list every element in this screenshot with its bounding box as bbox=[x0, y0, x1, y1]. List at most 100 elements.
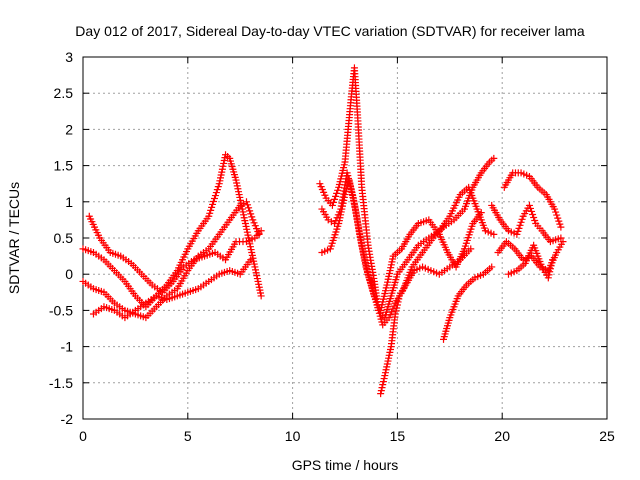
y-tick-label: 1.5 bbox=[54, 158, 74, 174]
data-point bbox=[554, 214, 562, 222]
data-point bbox=[477, 209, 485, 217]
data-point bbox=[211, 192, 219, 200]
data-point bbox=[514, 227, 522, 235]
data-point bbox=[395, 295, 403, 303]
data-point bbox=[379, 381, 387, 389]
data-point bbox=[248, 213, 256, 221]
series-arc-3 bbox=[85, 212, 265, 296]
data-point bbox=[210, 195, 218, 203]
data-point bbox=[513, 230, 521, 238]
data-point bbox=[548, 259, 556, 267]
series-arc-1 bbox=[79, 151, 265, 311]
data-point bbox=[516, 221, 524, 229]
data-point bbox=[328, 201, 336, 209]
y-tick-label: 1 bbox=[65, 194, 73, 210]
series-arc-9 bbox=[440, 263, 496, 343]
data-point bbox=[327, 218, 335, 226]
grid bbox=[83, 57, 607, 419]
data-point bbox=[546, 268, 554, 276]
data-point bbox=[552, 208, 560, 216]
data-point bbox=[257, 227, 265, 235]
data-point bbox=[467, 245, 475, 253]
data-point bbox=[210, 197, 218, 205]
data-point bbox=[393, 301, 401, 309]
y-tick-label: 2 bbox=[65, 121, 73, 137]
data-point bbox=[547, 262, 555, 270]
data-point bbox=[555, 217, 563, 225]
data-point bbox=[490, 154, 498, 162]
data-point bbox=[544, 274, 552, 282]
data-point bbox=[557, 234, 565, 242]
data-point bbox=[379, 378, 387, 386]
x-tick-label: 0 bbox=[79, 428, 87, 444]
series-arc-11 bbox=[500, 169, 565, 231]
data-point bbox=[205, 212, 213, 220]
series-arc-7 bbox=[318, 176, 485, 314]
data-point bbox=[246, 207, 254, 215]
data-point bbox=[490, 230, 498, 238]
x-tick-label: 10 bbox=[285, 428, 301, 444]
data-point bbox=[525, 201, 533, 209]
data-point bbox=[207, 206, 215, 214]
y-tick-label: 3 bbox=[65, 49, 73, 65]
y-tick-label: -0.5 bbox=[49, 302, 73, 318]
data-point bbox=[515, 224, 523, 232]
data-point bbox=[553, 211, 561, 219]
data-point bbox=[530, 213, 538, 221]
data-point bbox=[206, 209, 214, 217]
y-tick-label: 0.5 bbox=[54, 230, 74, 246]
y-tick-label: -2 bbox=[61, 411, 74, 427]
data-point bbox=[526, 204, 534, 212]
y-tick-label: 0 bbox=[65, 266, 73, 282]
chart-title: Day 012 of 2017, Sidereal Day-to-day VTE… bbox=[75, 23, 585, 39]
series-arc-8 bbox=[377, 245, 475, 398]
data-point bbox=[377, 390, 385, 398]
data-point bbox=[245, 204, 253, 212]
x-axis: 0 5 10 15 20 25 bbox=[79, 57, 615, 444]
x-axis-label: GPS time / hours bbox=[292, 457, 399, 473]
data-point bbox=[377, 387, 385, 395]
data-point bbox=[531, 217, 539, 225]
data-point bbox=[213, 186, 221, 194]
data-point bbox=[551, 205, 559, 213]
data-point bbox=[546, 265, 554, 273]
y-axis-label: SDTVAR / TECUs bbox=[6, 182, 22, 294]
x-tick-label: 15 bbox=[390, 428, 406, 444]
x-tick-label: 20 bbox=[494, 428, 510, 444]
data-point bbox=[214, 183, 222, 191]
data-point bbox=[549, 256, 557, 264]
data-point bbox=[257, 292, 265, 300]
data-point bbox=[488, 263, 496, 271]
data-point bbox=[528, 207, 536, 215]
series-arc-4 bbox=[89, 256, 255, 322]
data-point bbox=[247, 210, 255, 218]
data-point bbox=[556, 220, 564, 228]
data-points bbox=[79, 64, 567, 398]
data-point bbox=[518, 215, 526, 223]
data-point bbox=[393, 304, 401, 312]
x-tick-label: 25 bbox=[599, 428, 615, 444]
y-tick-label: -1.5 bbox=[49, 375, 73, 391]
series-arc-10 bbox=[488, 201, 565, 246]
data-point bbox=[242, 198, 250, 206]
data-point bbox=[212, 189, 220, 197]
series-arc-13 bbox=[504, 241, 557, 282]
data-point bbox=[332, 192, 340, 200]
data-point bbox=[244, 201, 252, 209]
data-point bbox=[545, 271, 553, 279]
y-axis: -2 -1.5 -1 -0.5 0 0.5 1 1.5 2 2.5 3 bbox=[49, 49, 607, 427]
data-point bbox=[394, 298, 402, 306]
data-point bbox=[392, 307, 400, 315]
y-tick-label: -1 bbox=[61, 339, 74, 355]
data-point bbox=[247, 256, 255, 264]
data-point bbox=[517, 218, 525, 226]
data-point bbox=[391, 310, 399, 318]
data-point bbox=[557, 223, 565, 231]
data-point bbox=[208, 203, 216, 211]
data-point bbox=[380, 375, 388, 383]
y-tick-label: 2.5 bbox=[54, 85, 74, 101]
data-point bbox=[334, 186, 342, 194]
data-point bbox=[378, 384, 386, 392]
data-point bbox=[529, 210, 537, 218]
